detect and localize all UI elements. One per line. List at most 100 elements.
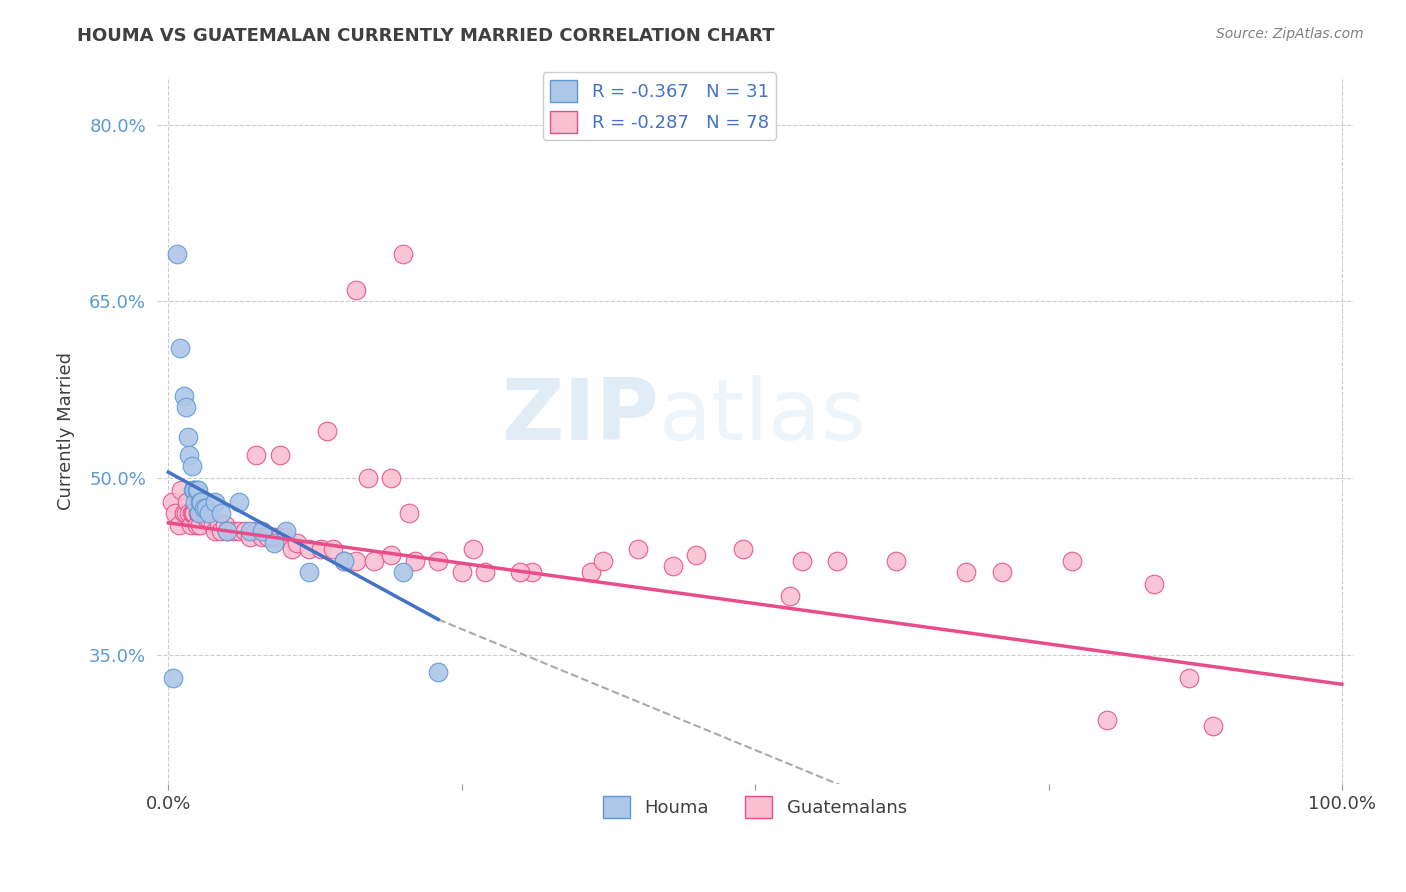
Point (190, 507, 212, 521)
Point (198, 512, 221, 526)
Point (190, 494, 212, 508)
Point (790, 553, 813, 567)
Point (392, 247, 415, 261)
Point (1143, 577, 1166, 591)
Point (174, 507, 197, 521)
Point (333, 553, 356, 567)
Point (392, 566, 415, 580)
Point (233, 524, 256, 538)
Point (779, 589, 801, 603)
Point (173, 507, 195, 521)
Point (186, 518, 208, 533)
Point (176, 494, 198, 508)
Point (252, 530, 274, 544)
Point (165, 507, 187, 521)
Point (274, 524, 297, 538)
Point (315, 424, 337, 438)
Point (215, 524, 238, 538)
Point (450, 566, 472, 580)
Point (298, 541, 321, 556)
Point (193, 507, 215, 521)
Point (579, 566, 602, 580)
Point (214, 518, 236, 533)
Point (204, 494, 226, 508)
Point (322, 541, 344, 556)
Point (170, 483, 193, 497)
Point (194, 500, 217, 515)
Point (263, 536, 285, 550)
Point (274, 530, 297, 544)
Point (825, 553, 848, 567)
Point (955, 566, 977, 580)
Point (398, 507, 420, 521)
Point (269, 530, 291, 544)
Point (298, 566, 321, 580)
Text: atlas: atlas (659, 376, 868, 458)
Point (187, 507, 209, 521)
Point (173, 388, 195, 402)
Point (344, 283, 367, 297)
Point (228, 524, 250, 538)
Point (257, 530, 280, 544)
Point (167, 518, 190, 533)
Point (194, 507, 217, 521)
Point (427, 553, 450, 567)
Point (201, 518, 224, 533)
Point (180, 507, 202, 521)
Point (187, 507, 209, 521)
Point (209, 524, 232, 538)
Point (309, 541, 332, 556)
Point (520, 566, 543, 580)
Point (209, 507, 232, 521)
Point (509, 566, 531, 580)
Point (685, 548, 707, 562)
Point (474, 566, 496, 580)
Point (187, 483, 209, 497)
Point (204, 524, 226, 538)
Point (380, 471, 402, 485)
Point (162, 672, 184, 686)
Point (990, 566, 1012, 580)
Point (195, 512, 218, 526)
Point (280, 541, 302, 556)
Point (208, 516, 231, 530)
Point (1095, 713, 1118, 727)
Point (169, 342, 191, 356)
Point (287, 536, 309, 550)
Point (177, 430, 200, 444)
Point (222, 524, 245, 538)
Point (198, 507, 221, 521)
Point (733, 541, 755, 556)
Point (380, 548, 402, 562)
Point (245, 448, 267, 462)
Point (884, 553, 907, 567)
Point (183, 483, 205, 497)
Point (239, 530, 262, 544)
Point (1178, 672, 1201, 686)
Legend: Houma, Guatemalans: Houma, Guatemalans (596, 789, 914, 825)
Point (166, 247, 188, 261)
Point (245, 524, 267, 538)
Point (183, 507, 205, 521)
Point (662, 559, 685, 574)
Point (179, 448, 201, 462)
Point (404, 553, 426, 567)
Point (215, 524, 238, 538)
Text: HOUMA VS GUATEMALAN CURRENTLY MARRIED CORRELATION CHART: HOUMA VS GUATEMALAN CURRENTLY MARRIED CO… (77, 27, 775, 45)
Point (181, 507, 204, 521)
Point (269, 448, 291, 462)
Point (627, 541, 650, 556)
Point (193, 500, 215, 515)
Point (180, 518, 202, 533)
Point (333, 553, 356, 567)
Text: ZIP: ZIP (502, 376, 659, 458)
Point (1202, 718, 1225, 732)
Point (263, 530, 285, 544)
Point (186, 483, 208, 497)
Point (188, 494, 211, 508)
Point (187, 507, 209, 521)
Point (252, 524, 274, 538)
Y-axis label: Currently Married: Currently Married (58, 352, 75, 510)
Point (344, 553, 367, 567)
Point (160, 494, 183, 508)
